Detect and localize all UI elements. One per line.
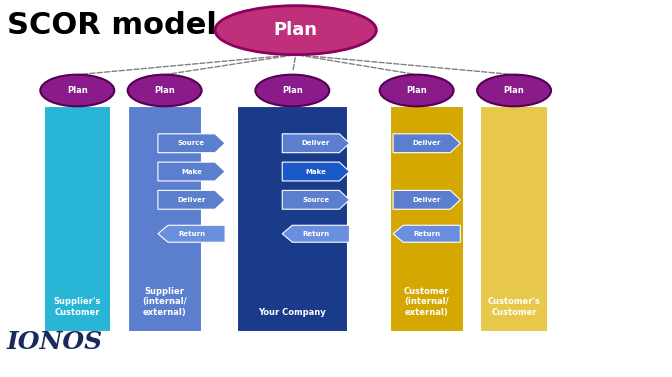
Text: Make: Make <box>181 169 202 175</box>
Text: Customer
(internal/
external): Customer (internal/ external) <box>404 287 450 317</box>
Text: Deliver: Deliver <box>302 140 330 146</box>
Ellipse shape <box>255 75 329 106</box>
Polygon shape <box>393 134 460 153</box>
Text: Customer's
Customer: Customer's Customer <box>488 297 540 317</box>
Text: Make: Make <box>305 169 327 175</box>
Polygon shape <box>282 134 349 153</box>
Polygon shape <box>158 190 225 209</box>
FancyBboxPatch shape <box>128 106 202 332</box>
Ellipse shape <box>40 75 114 106</box>
Text: Plan: Plan <box>274 21 318 39</box>
Text: Deliver: Deliver <box>413 197 441 203</box>
Text: Source: Source <box>178 140 205 146</box>
Ellipse shape <box>215 6 376 55</box>
Text: IONOS: IONOS <box>7 330 103 354</box>
Text: Plan: Plan <box>155 86 175 95</box>
Polygon shape <box>282 225 349 242</box>
Text: Supplier's
Customer: Supplier's Customer <box>54 297 101 317</box>
Polygon shape <box>158 225 225 242</box>
Text: Plan: Plan <box>67 86 87 95</box>
Text: Return: Return <box>302 231 329 237</box>
Polygon shape <box>393 225 460 242</box>
Text: Return: Return <box>178 231 205 237</box>
Text: Plan: Plan <box>504 86 524 95</box>
Polygon shape <box>282 190 349 209</box>
Text: Deliver: Deliver <box>413 140 441 146</box>
Text: Plan: Plan <box>407 86 427 95</box>
Text: SCOR model: SCOR model <box>7 11 216 40</box>
Polygon shape <box>282 162 349 181</box>
FancyBboxPatch shape <box>44 106 111 332</box>
FancyBboxPatch shape <box>390 106 464 332</box>
Text: Source: Source <box>302 197 329 203</box>
FancyBboxPatch shape <box>237 106 348 332</box>
Text: Plan: Plan <box>282 86 302 95</box>
Text: Return: Return <box>413 231 440 237</box>
Text: Your Company: Your Company <box>259 308 326 317</box>
Ellipse shape <box>128 75 202 106</box>
Polygon shape <box>393 190 460 209</box>
Polygon shape <box>158 162 225 181</box>
Polygon shape <box>158 134 225 153</box>
Text: Deliver: Deliver <box>177 197 206 203</box>
Ellipse shape <box>380 75 454 106</box>
Ellipse shape <box>477 75 551 106</box>
Text: Supplier
(internal/
external): Supplier (internal/ external) <box>142 287 187 317</box>
FancyBboxPatch shape <box>480 106 548 332</box>
